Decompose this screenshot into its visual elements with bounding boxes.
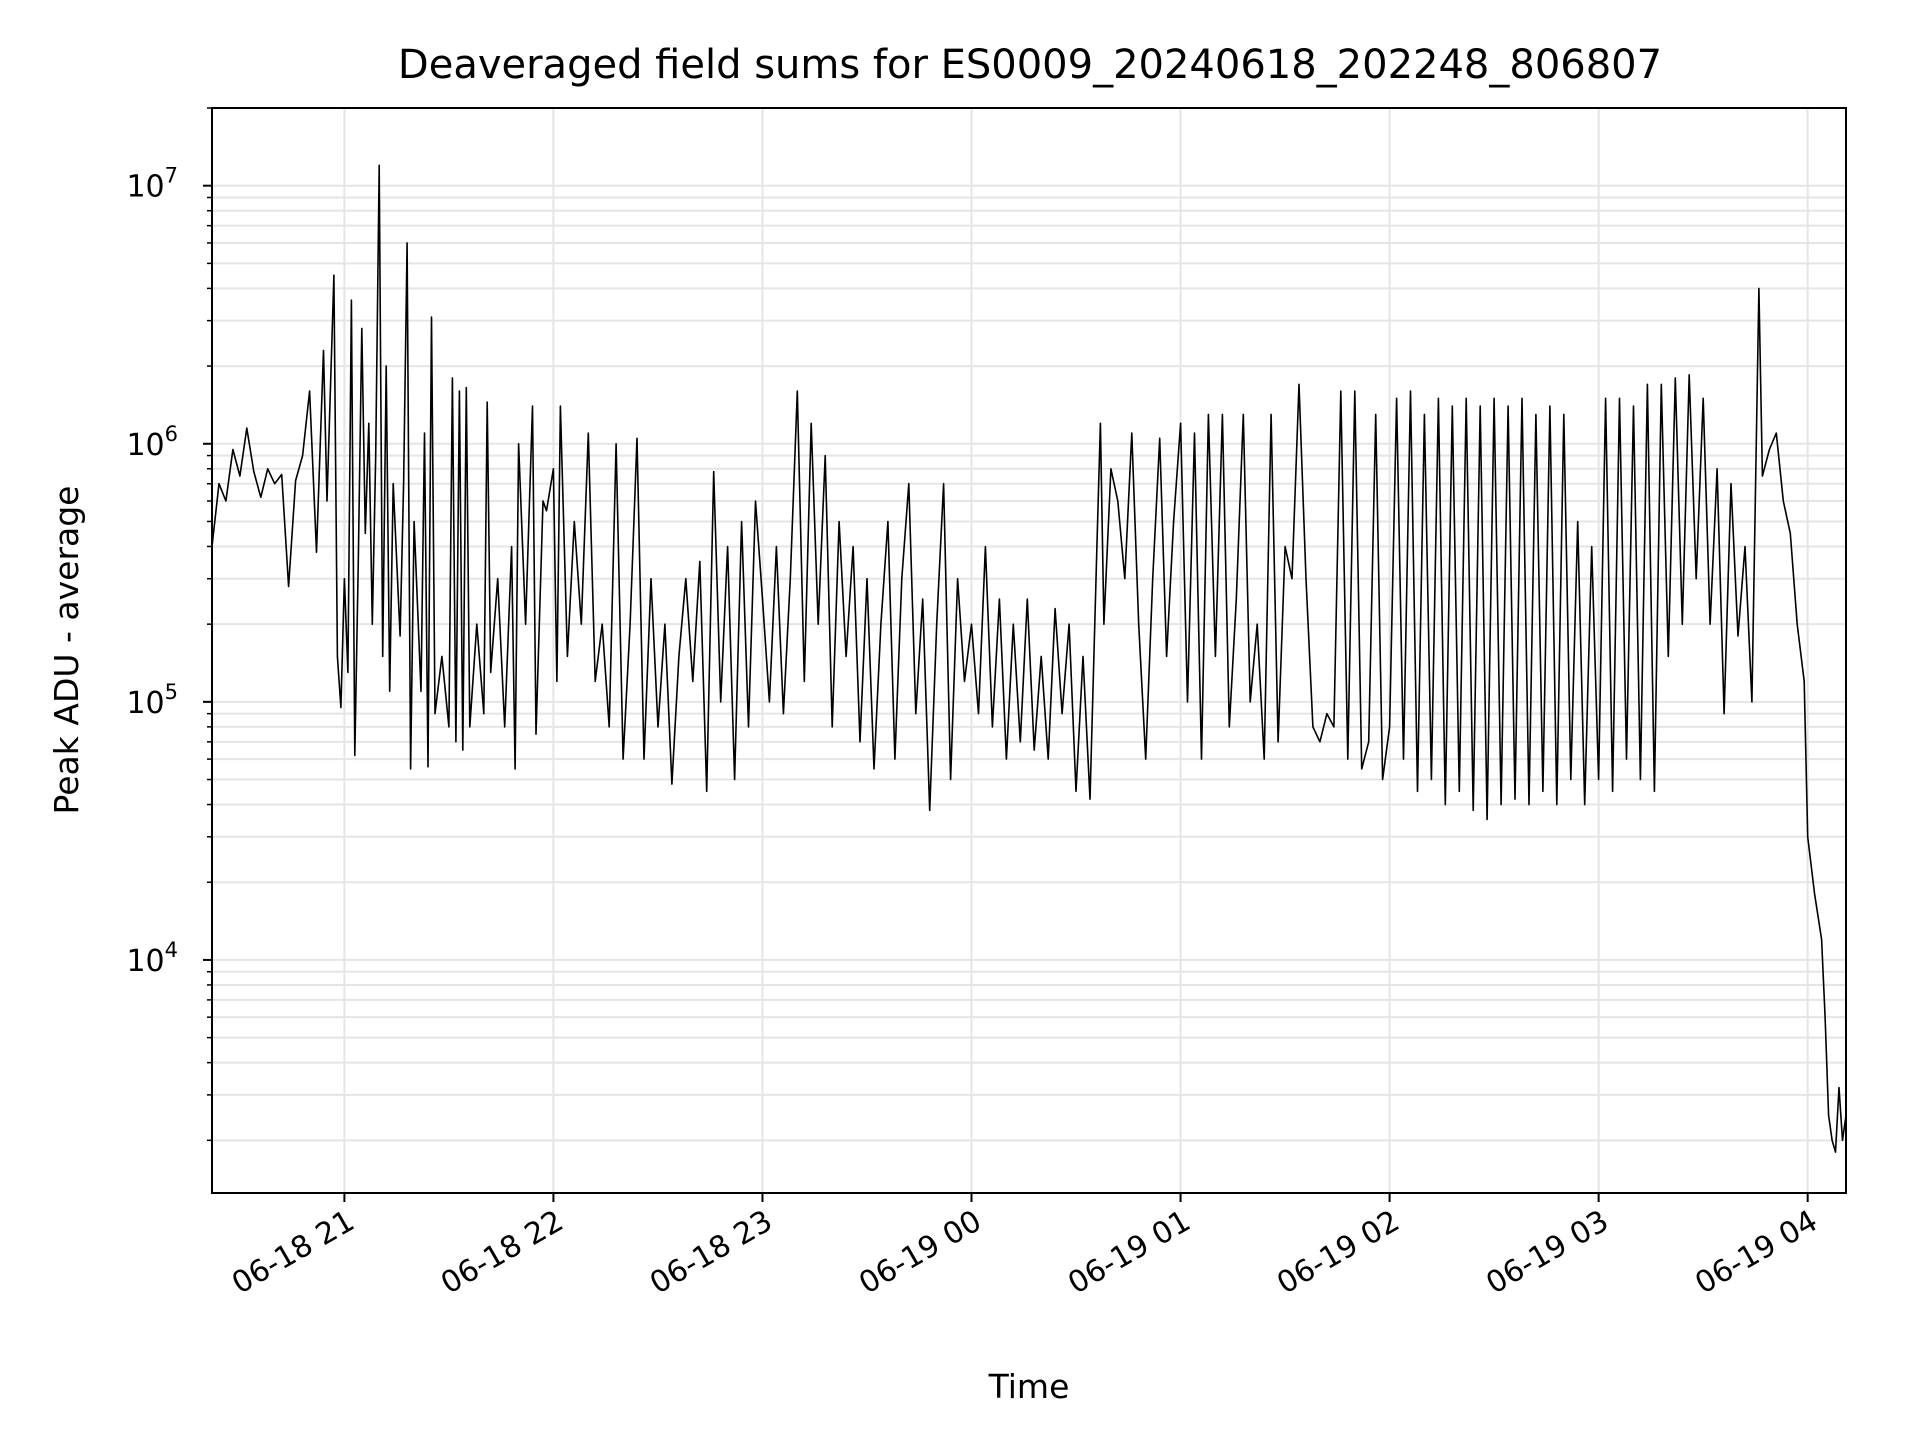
- chart-title: Deaveraged field sums for ES0009_2024061…: [398, 42, 1662, 88]
- y-tick-label: 106: [126, 422, 178, 463]
- series-layer: [211, 164, 1847, 1153]
- y-axis-label: Peak ADU - average: [47, 486, 86, 815]
- plot-area-frame: [211, 107, 1847, 1194]
- y-tick-label: 107: [126, 164, 178, 205]
- series-line-0: [211, 164, 1847, 1153]
- y-tick-label: 104: [126, 938, 178, 979]
- y-axis-ticks: 104 105 106 107: [126, 107, 212, 1142]
- y-tick-label: 105: [126, 680, 178, 721]
- x-axis-label: Time: [988, 1367, 1070, 1406]
